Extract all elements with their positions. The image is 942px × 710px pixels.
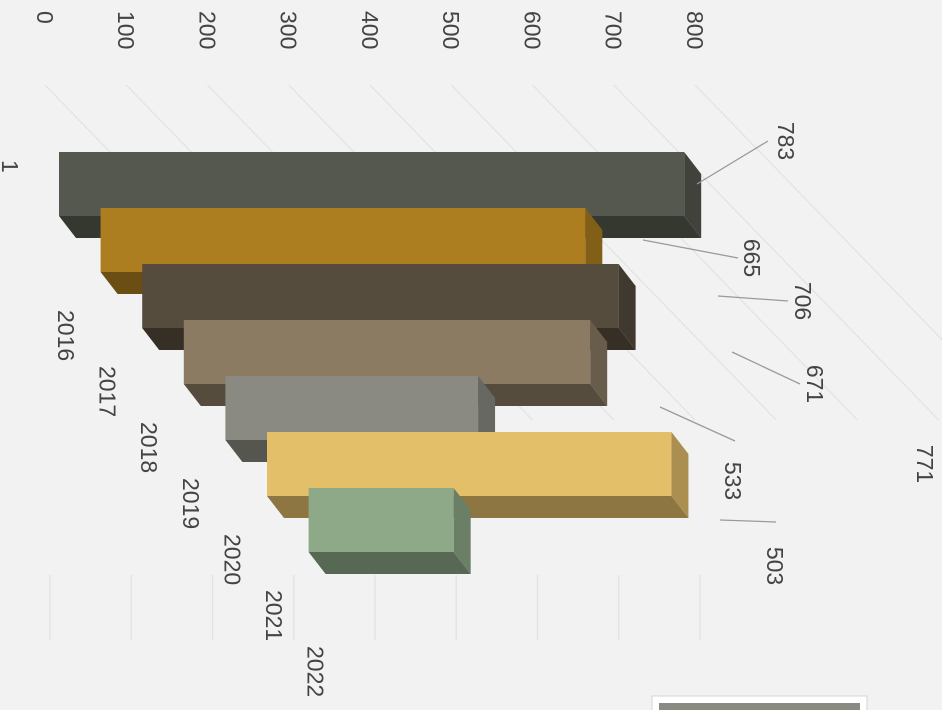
gridline-diagonal (613, 84, 940, 421)
data-label: 671 (802, 365, 828, 403)
y-tick-label: 400 (357, 11, 383, 49)
category-axis-label: 1 (0, 160, 23, 173)
x-category-label: 2021 (261, 590, 287, 641)
bar-front-face (267, 432, 672, 496)
leader-line (731, 351, 801, 385)
bar-end-face (453, 488, 471, 574)
bar-front-face (100, 208, 586, 272)
labels: 0 100 200 300 400 500 600 700 800 783 665 706 671 533… (0, 11, 938, 697)
y-tick-label: 500 (438, 11, 464, 49)
leader-line (719, 519, 777, 523)
y-tick-label: 200 (194, 11, 220, 49)
leader-line (717, 295, 789, 302)
gridline-diagonal (450, 84, 777, 421)
data-label-leaders (642, 140, 801, 523)
bar-end-face (684, 152, 702, 238)
gridline-diagonal (532, 84, 858, 421)
x-category-label: 2022 (303, 646, 329, 697)
x-category-label: 2017 (95, 366, 121, 417)
x-category-label: 2020 (219, 534, 245, 585)
bar-end-face (618, 264, 636, 350)
gridline-diagonal (694, 84, 942, 341)
data-label: 533 (720, 462, 746, 500)
y-tick-label: 100 (113, 11, 139, 49)
y-tick-label: 0 (32, 11, 58, 24)
y-tick-label: 800 (682, 11, 708, 49)
legend-swatch (659, 703, 860, 710)
leader-line (696, 140, 769, 185)
bar-front-face (225, 376, 479, 440)
bar-2022 (308, 488, 471, 574)
bar-front-face (308, 488, 454, 552)
bar-end-face (590, 320, 608, 406)
data-label: 665 (739, 239, 765, 277)
bar-front-face (142, 264, 619, 328)
y-tick-label: 300 (276, 11, 302, 49)
x-category-label: 2016 (53, 310, 79, 361)
bar-end-face (671, 432, 689, 518)
bar-bottom-face (308, 552, 471, 574)
bar-front-face (183, 320, 591, 384)
data-label: 706 (790, 282, 816, 320)
y-tick-label: 700 (601, 11, 627, 49)
y-tick-label: 600 (519, 11, 545, 49)
data-label: 503 (762, 547, 788, 585)
legend (651, 695, 868, 710)
data-label: 783 (773, 122, 799, 160)
leader-line (659, 406, 736, 442)
leader-line (642, 239, 739, 259)
x-category-label: 2018 (136, 422, 162, 473)
bars (59, 152, 702, 574)
data-label: 771 (912, 445, 938, 483)
x-category-label: 2019 (178, 478, 204, 529)
bar-front-face (59, 152, 685, 216)
